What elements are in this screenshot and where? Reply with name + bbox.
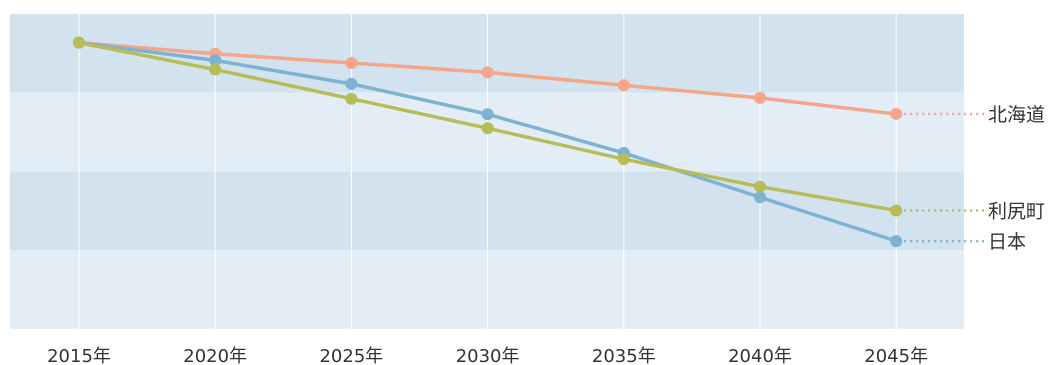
background-band bbox=[10, 250, 964, 329]
x-tick-label: 2035年 bbox=[592, 346, 656, 365]
data-point bbox=[345, 92, 358, 105]
x-tick-label: 2020年 bbox=[183, 346, 247, 365]
data-point bbox=[754, 191, 766, 204]
background-band bbox=[10, 171, 964, 251]
series-0 bbox=[73, 36, 903, 120]
series-label: 北海道 bbox=[988, 104, 1045, 126]
data-point bbox=[345, 56, 358, 69]
data-point bbox=[890, 204, 903, 217]
data-point bbox=[481, 122, 494, 135]
series-label: 利尻町 bbox=[988, 200, 1045, 222]
series-1 bbox=[73, 36, 903, 217]
data-point bbox=[345, 77, 358, 90]
x-tick-label: 2025年 bbox=[319, 346, 383, 365]
x-tick-label: 2045年 bbox=[864, 346, 928, 365]
background-bands bbox=[10, 14, 964, 329]
data-point bbox=[481, 108, 494, 121]
data-point bbox=[209, 63, 222, 76]
data-point bbox=[209, 54, 222, 67]
series-layer bbox=[73, 36, 903, 248]
data-point bbox=[617, 153, 630, 166]
data-point bbox=[890, 107, 903, 120]
x-axis-tick-labels: 2015年 2020年 2025年 2030年 2035年 2040年 2045年 bbox=[47, 346, 928, 365]
data-point bbox=[617, 79, 630, 92]
x-tick-label: 2040年 bbox=[728, 346, 792, 365]
data-point bbox=[754, 91, 766, 104]
data-point bbox=[481, 66, 494, 79]
vertical-gridlines bbox=[78, 14, 897, 329]
x-tick-label: 2015年 bbox=[47, 346, 111, 365]
data-point bbox=[890, 235, 903, 248]
data-point bbox=[754, 180, 766, 193]
series-label: 日本 bbox=[988, 231, 1026, 253]
data-point bbox=[73, 36, 85, 49]
series-2 bbox=[73, 36, 903, 248]
x-tick-label: 2030年 bbox=[456, 346, 520, 365]
